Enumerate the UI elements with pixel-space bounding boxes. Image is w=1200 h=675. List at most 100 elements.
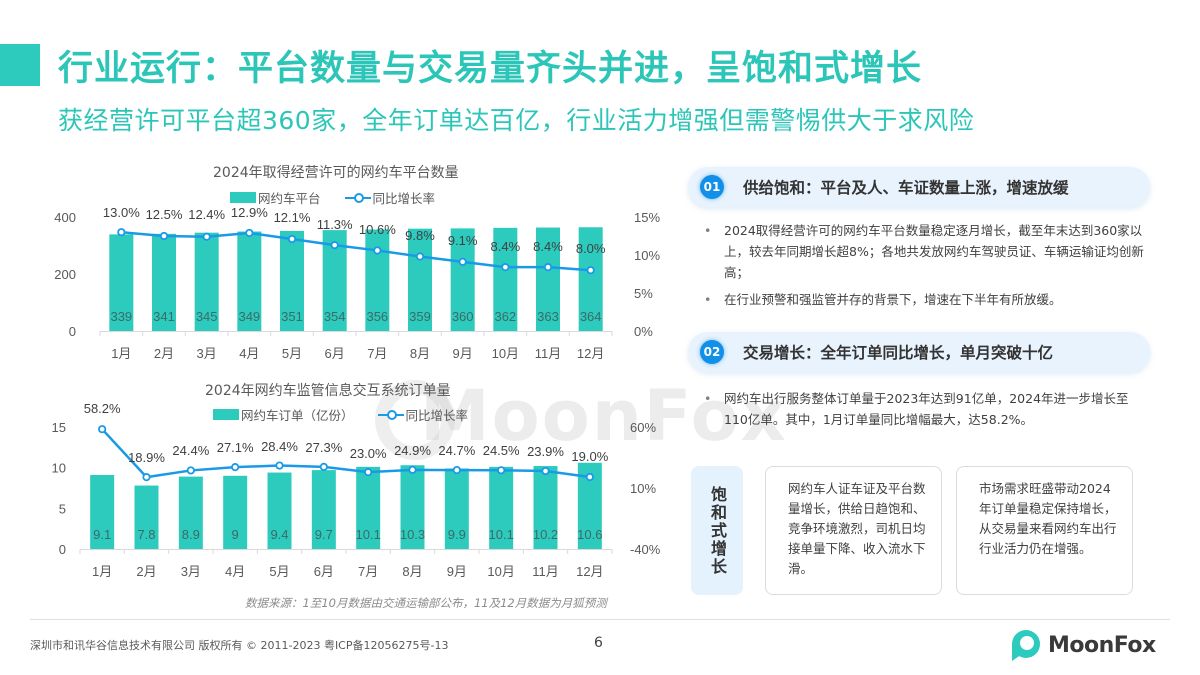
svg-text:200: 200: [54, 267, 76, 282]
chart1-plot: 0 200 400 0% 5% 10% 15% 339 1月 341 2月 345 3月 349 4月 351…: [54, 205, 660, 361]
svg-text:3月: 3月: [197, 346, 217, 361]
svg-text:10月: 10月: [492, 346, 519, 361]
chart2-plot: 0 5 10 15 -40% 10% 60% 9.1 1月 7.8 2月 8.9 3月 9 4月 9.4 5月 9…: [52, 401, 661, 579]
svg-text:2月: 2月: [154, 346, 174, 361]
svg-text:12.4%: 12.4%: [188, 207, 225, 222]
bullet-item: 2024取得经营许可的网约车平台数量稳定逐月增长，截至年末达到360家以上，较去…: [704, 220, 1144, 283]
svg-text:339: 339: [110, 309, 132, 324]
chart2-title: 2024年网约车监管信息交互系统订单量: [205, 383, 451, 399]
chart1-legend-bar: 网约车平台: [258, 191, 321, 206]
svg-text:13.0%: 13.0%: [103, 205, 140, 220]
svg-text:24.9%: 24.9%: [394, 443, 431, 458]
svg-text:5月: 5月: [269, 564, 289, 579]
svg-text:15%: 15%: [634, 210, 660, 225]
legend-line-marker-icon: [344, 192, 371, 203]
svg-text:345: 345: [196, 309, 218, 324]
svg-text:10.6%: 10.6%: [359, 222, 396, 237]
moonfox-logo: MoonFox: [1008, 628, 1156, 662]
title-accent-block: [0, 44, 40, 86]
svg-text:4月: 4月: [225, 564, 245, 579]
svg-text:4月: 4月: [239, 346, 259, 361]
svg-text:12.5%: 12.5%: [146, 207, 183, 222]
svg-text:9.1: 9.1: [93, 527, 111, 542]
svg-text:1月: 1月: [92, 564, 112, 579]
chart1-legend-line: 同比增长率: [372, 191, 436, 206]
page-number: 6: [594, 635, 603, 651]
logo-text: MoonFox: [1048, 632, 1156, 658]
chart1-title: 2024年取得经营许可的网约车平台数量: [213, 165, 459, 181]
page-subtitle: 获经营许可平台超360家，全年订单达百亿，行业活力增强但需警惕供大于求风险: [58, 106, 975, 135]
svg-text:11月: 11月: [532, 564, 559, 579]
svg-text:58.2%: 58.2%: [84, 401, 121, 416]
section2-label: 交易增长：全年订单同比增长，单月突破十亿: [743, 344, 1054, 362]
svg-text:8月: 8月: [410, 346, 430, 361]
chart1-legend: 网约车平台 同比增长率: [230, 188, 435, 207]
svg-text:362: 362: [494, 309, 516, 324]
svg-text:10%: 10%: [634, 248, 660, 263]
legend-bar-swatch-icon: [230, 192, 256, 203]
svg-text:9.1%: 9.1%: [448, 233, 478, 248]
svg-text:8.0%: 8.0%: [576, 241, 606, 256]
svg-text:341: 341: [153, 309, 175, 324]
svg-text:18.9%: 18.9%: [128, 450, 165, 465]
demand-summary-box: 市场需求旺盛带动2024年订单量稳定保持增长，从交易量来看网约车出行行业活力仍在…: [956, 466, 1133, 595]
svg-text:9.4: 9.4: [270, 527, 288, 542]
svg-text:8.4%: 8.4%: [491, 239, 521, 254]
svg-text:23.9%: 23.9%: [527, 444, 564, 459]
section1-label: 供给饱和：平台及人、车证数量上涨，增速放缓: [743, 179, 1069, 197]
saturation-growth-tag: 饱和式增长: [691, 466, 743, 595]
bullet-item: 网约车出行服务整体订单量于2023年达到91亿单，2024年进一步增长至110亿…: [704, 388, 1144, 430]
svg-text:5: 5: [59, 501, 66, 516]
svg-text:7月: 7月: [367, 346, 387, 361]
svg-text:8.4%: 8.4%: [533, 239, 563, 254]
svg-text:12月: 12月: [577, 346, 604, 361]
svg-text:9.9: 9.9: [448, 527, 466, 542]
svg-text:11月: 11月: [535, 346, 562, 361]
svg-text:400: 400: [54, 210, 76, 225]
chart2-legend-line: 同比增长率: [405, 408, 469, 423]
section2-header: 02 交易增长：全年订单同比增长，单月突破十亿: [688, 332, 1150, 372]
svg-text:7月: 7月: [358, 564, 378, 579]
svg-text:0: 0: [59, 542, 66, 557]
svg-text:3月: 3月: [181, 564, 201, 579]
bullet-item: 在行业预警和强监管并存的背景下，增速在下半年有所放缓。: [704, 289, 1144, 310]
svg-text:9.8%: 9.8%: [405, 228, 435, 243]
svg-text:359: 359: [409, 309, 431, 324]
svg-text:23.0%: 23.0%: [350, 446, 387, 461]
svg-text:10.2: 10.2: [533, 527, 558, 542]
svg-text:60%: 60%: [630, 420, 656, 435]
svg-text:0: 0: [69, 324, 76, 339]
svg-text:15: 15: [52, 420, 66, 435]
svg-text:11.3%: 11.3%: [317, 217, 353, 232]
section1-number-badge: 01: [700, 175, 724, 199]
svg-text:28.4%: 28.4%: [261, 439, 298, 454]
svg-text:24.5%: 24.5%: [483, 443, 520, 458]
svg-text:5%: 5%: [634, 286, 653, 301]
svg-text:5月: 5月: [282, 346, 302, 361]
svg-text:9.7: 9.7: [315, 527, 333, 542]
svg-text:349: 349: [238, 309, 260, 324]
svg-text:24.7%: 24.7%: [438, 443, 475, 458]
svg-text:10月: 10月: [487, 564, 514, 579]
svg-text:0%: 0%: [634, 324, 653, 339]
section2-bullets: 网约车出行服务整体订单量于2023年达到91亿单，2024年进一步增长至110亿…: [704, 388, 1144, 436]
svg-text:-40%: -40%: [630, 542, 661, 557]
svg-text:10.6: 10.6: [577, 527, 602, 542]
svg-text:19.0%: 19.0%: [571, 449, 608, 464]
svg-text:6月: 6月: [314, 564, 334, 579]
svg-text:10.3: 10.3: [400, 527, 425, 542]
svg-text:10: 10: [52, 461, 66, 476]
svg-text:10.1: 10.1: [489, 527, 514, 542]
svg-text:8.9: 8.9: [182, 527, 200, 542]
svg-text:9月: 9月: [447, 564, 467, 579]
supply-summary-box: 网约车人证车证及平台数量增长，供给日趋饱和、竞争环境激烈，司机日均接单量下降、收…: [765, 466, 942, 595]
svg-text:12月: 12月: [576, 564, 603, 579]
svg-text:10.1: 10.1: [356, 527, 381, 542]
svg-text:27.1%: 27.1%: [217, 440, 254, 455]
legend-bar-swatch-icon: [213, 409, 239, 420]
svg-text:24.4%: 24.4%: [172, 443, 209, 458]
chart2-legend-bar: 网约车订单（亿份）: [241, 408, 354, 423]
svg-text:6月: 6月: [325, 346, 345, 361]
svg-text:9: 9: [232, 527, 239, 542]
chart2-legend: 网约车订单（亿份） 同比增长率: [213, 405, 468, 424]
